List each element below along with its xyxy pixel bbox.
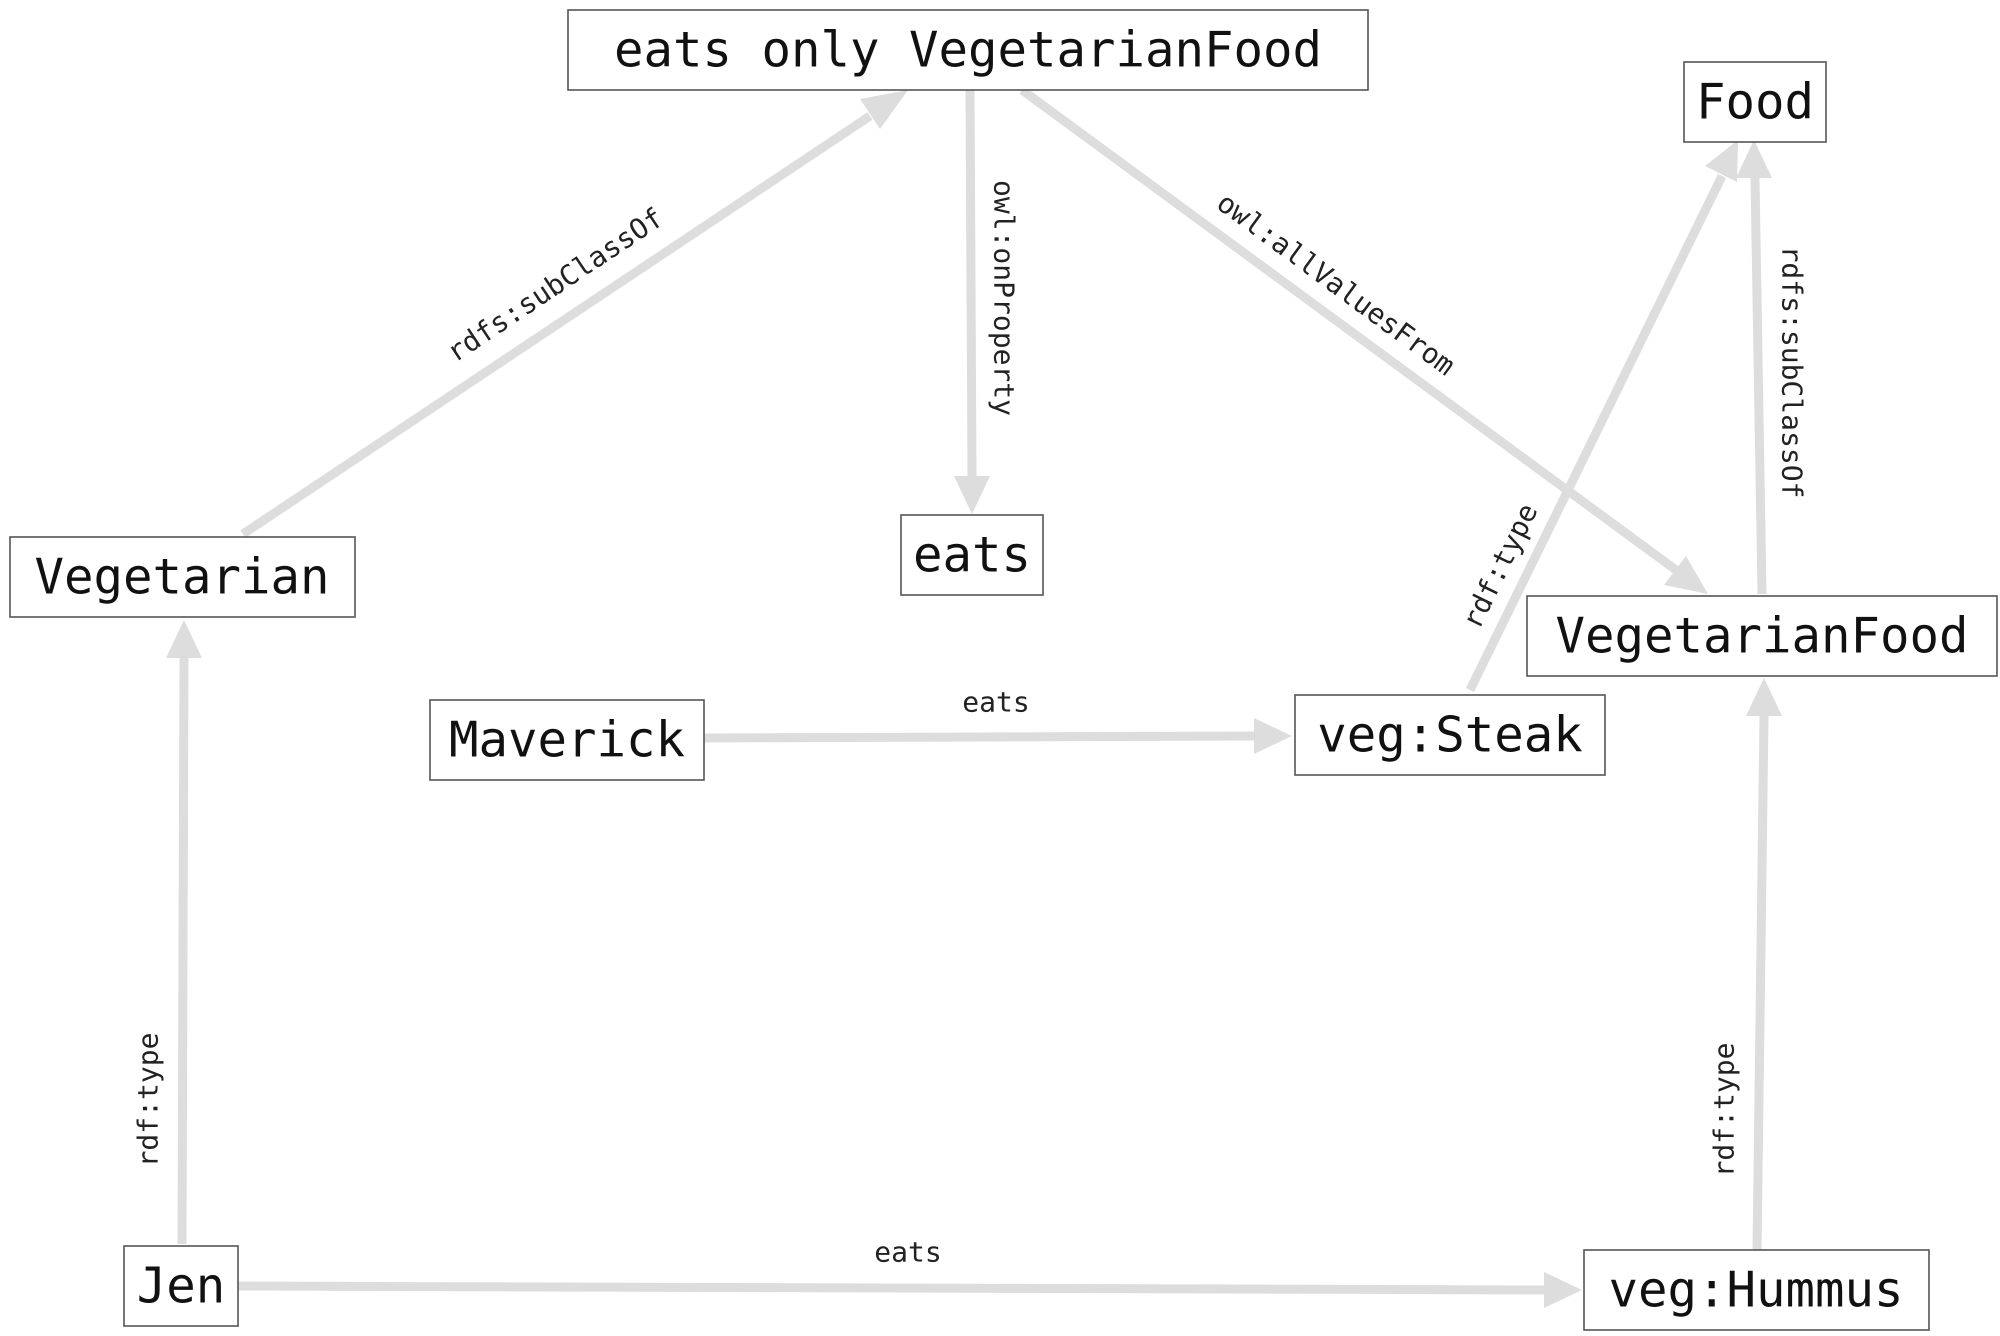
edge-jen-type <box>166 620 202 1245</box>
node-vegetarianfood[interactable]: VegetarianFood <box>1526 595 1998 677</box>
node-food[interactable]: Food <box>1683 61 1827 143</box>
node-label: eats <box>913 527 1031 584</box>
node-maverick[interactable]: Maverick <box>429 699 705 781</box>
edge-hummus-type <box>1746 678 1782 1251</box>
node-eats-only-vegetarianfood[interactable]: eats only VegetarianFood <box>567 9 1369 91</box>
edge-label-vegetarianfood-subclassof: rdfs:subClassOf <box>1776 246 1809 499</box>
edge-vegetarian-subclassof <box>240 90 908 538</box>
node-eats[interactable]: eats <box>900 514 1044 596</box>
node-label: veg:Hummus <box>1608 1262 1903 1319</box>
edge-steak-type <box>1465 140 1738 692</box>
node-veg-hummus[interactable]: veg:Hummus <box>1583 1249 1930 1331</box>
edge-label-jen-type: rdf:type <box>132 1033 165 1168</box>
edge-allvaluesfrom <box>1019 86 1708 594</box>
node-jen[interactable]: Jen <box>123 1245 239 1327</box>
edge-label-vegetarian-subclassof: rdfs:subClassOf <box>441 201 670 369</box>
edge-label-onproperty: owl:onProperty <box>988 180 1021 416</box>
edge-onproperty <box>954 89 990 514</box>
edge-jen-eats <box>237 1272 1582 1308</box>
node-label: Food <box>1696 74 1814 131</box>
edge-label-jen-eats: eats <box>874 1236 941 1269</box>
edge-label-hummus-type: rdf:type <box>1708 1043 1741 1178</box>
node-label: Jen <box>137 1258 226 1315</box>
edge-label-allvaluesfrom: owl:allValuesFrom <box>1211 186 1461 382</box>
edge-vegetarianfood-subclassof <box>1736 140 1772 595</box>
node-vegetarian[interactable]: Vegetarian <box>9 536 356 618</box>
edge-label-maverick-eats: eats <box>962 686 1029 719</box>
node-veg-steak[interactable]: veg:Steak <box>1294 694 1606 776</box>
node-label: Maverick <box>449 712 685 769</box>
node-label: veg:Steak <box>1317 707 1583 764</box>
node-label: eats only VegetarianFood <box>614 22 1322 79</box>
edge-maverick-eats <box>703 718 1292 754</box>
node-label: Vegetarian <box>34 549 329 606</box>
node-label: VegetarianFood <box>1555 608 1968 665</box>
